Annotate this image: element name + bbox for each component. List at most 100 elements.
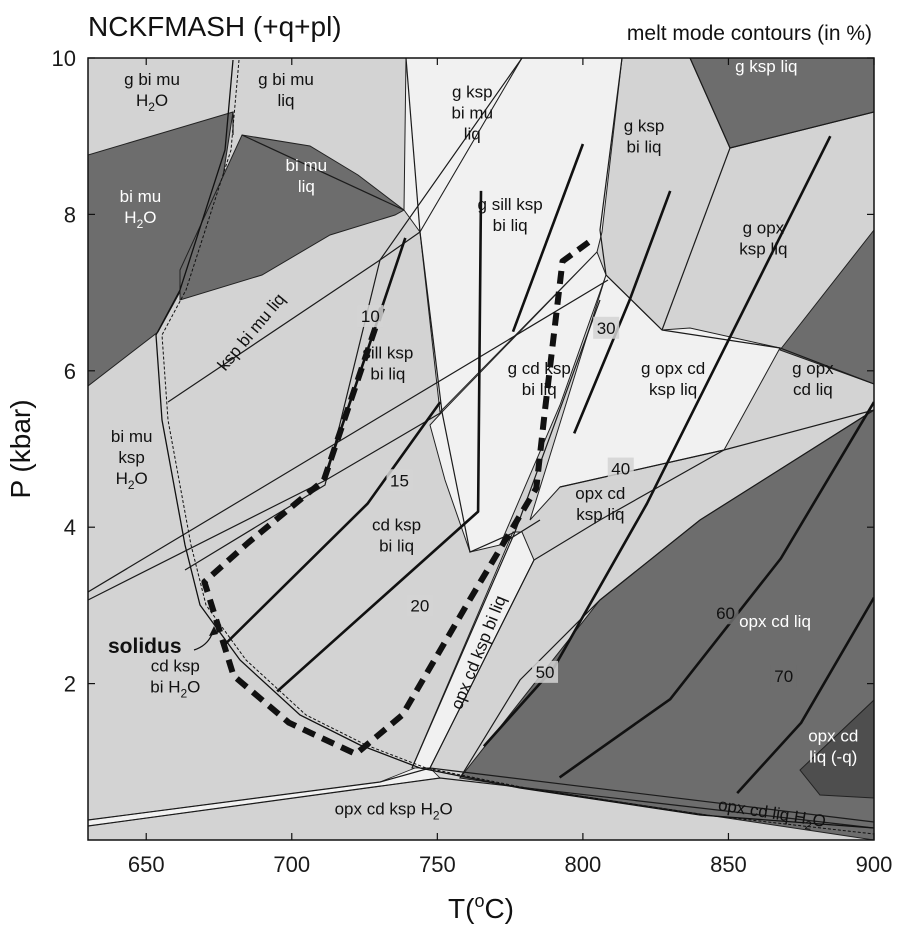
field-label-line: H2O: [136, 91, 168, 114]
field-label: g bi mu liq: [258, 70, 314, 110]
y-tick-label: 4: [64, 515, 76, 540]
contour-label-bg: [607, 457, 634, 480]
contour-label-15: 15: [390, 471, 409, 490]
melt-contour-70: [736, 596, 874, 794]
field-label: g opx ksp liq: [739, 218, 787, 258]
field-label-line: liq: [298, 177, 315, 196]
field-label-line: H2O: [116, 469, 148, 492]
field-label-line: g cd ksp: [508, 359, 571, 378]
solidus-label: solidus: [108, 635, 182, 658]
field-label-line: cd liq: [793, 380, 833, 399]
field-label: bi mu liq: [286, 156, 328, 196]
field-label-line: g opx: [743, 218, 785, 237]
field-label-line: bi mu: [286, 156, 328, 175]
chart-title: NCKFMASH (+q+pl): [88, 11, 342, 42]
y-axis: 2 4 6 8 10: [52, 46, 874, 697]
reaction-lines: [88, 58, 874, 829]
field-label-line: ksp liq: [739, 239, 787, 258]
field-label-line: opx cd: [575, 484, 625, 503]
field-label-line: liq: [277, 91, 294, 110]
field-label-line: liq (-q): [809, 748, 857, 767]
x-axis: 650 700 750 800 850 900: [128, 58, 892, 877]
field-label-line: g ksp liq: [735, 57, 797, 76]
x-axis-label: T(oC): [448, 891, 514, 924]
melt-contour-20: [276, 190, 483, 693]
contour-label-bg: [357, 305, 384, 328]
y-tick-label: 10: [52, 46, 76, 71]
x-tick-label: 850: [710, 852, 747, 877]
field-label: cd ksp bi liq: [372, 516, 421, 556]
field-label-line: liq: [464, 125, 481, 144]
field-label-line: cd ksp: [151, 656, 200, 675]
field-label: opx cd ksp H2O: [335, 800, 453, 823]
y-tick-label: 2: [64, 672, 76, 697]
x-tick-label: 750: [419, 852, 456, 877]
dashed-contour-lines: [201, 235, 597, 757]
x-axis-label-suffix: C): [484, 893, 514, 924]
field-label-line: bi mu: [120, 187, 162, 206]
field-label-line: sill ksp: [362, 343, 413, 362]
contour-label-20: 20: [410, 596, 429, 615]
x-tick-label: 800: [565, 852, 602, 877]
field-label: cd ksp bi H2O: [150, 656, 200, 700]
field-label: bi mu ksp H2O: [111, 427, 153, 492]
field-label: opx cd liq: [739, 612, 811, 631]
y-tick-label: 8: [64, 202, 76, 227]
x-axis-label-superscript: o: [474, 891, 484, 911]
x-tick-label: 900: [856, 852, 893, 877]
field-label-line: g opx: [792, 359, 834, 378]
contour-label-bg: [532, 660, 559, 683]
melt-contour-40: [572, 190, 672, 434]
field-label-line: opx cd ksp H2O: [335, 800, 453, 823]
contour-label-bg: [406, 594, 433, 617]
field-label-line: g bi mu: [124, 70, 180, 89]
field-label-line: opx cd liq: [739, 612, 811, 631]
melt-contour-50: [482, 135, 832, 748]
y-axis-label: P (kbar): [5, 399, 36, 498]
field-label: sill ksp bi liq: [362, 343, 413, 383]
field-label-line: bi liq: [370, 364, 405, 383]
contour-label-60: 60: [716, 604, 735, 623]
field-label-line: ksp liq: [576, 505, 624, 524]
field-label: g cd ksp bi liq: [508, 359, 571, 399]
melt-contour-30: [511, 143, 585, 333]
contour-label-bg: [770, 664, 797, 687]
plot-frame: [87, 57, 875, 841]
melt-contour-15: [223, 401, 442, 646]
x-tick-label: 650: [128, 852, 165, 877]
contour-label-bg: [386, 469, 413, 492]
x-axis-label-prefix: T(: [448, 893, 475, 924]
contour-label-70: 70: [774, 667, 793, 686]
field-label-line: bi mu: [451, 104, 493, 123]
field-label: g sill ksp bi liq: [478, 195, 543, 235]
field-label: g ksp liq: [735, 57, 797, 76]
dashed-contour-0: [201, 235, 597, 757]
field-label-line: g ksp: [624, 117, 665, 136]
field-label-line: H2O: [124, 208, 156, 231]
field-label-line: bi liq: [379, 537, 414, 556]
contour-label-40: 40: [611, 460, 630, 479]
field-label-line: bi liq: [627, 138, 662, 157]
field-label-line: g ksp: [452, 83, 493, 102]
field-label: g opx cd ksp liq: [641, 359, 705, 399]
field-label-line: ksp liq: [649, 380, 697, 399]
contour-labels: 10 15 20 30 40 50 60 70: [357, 305, 797, 687]
field-label: bi mu H2O: [120, 187, 162, 231]
field-label: opx cd ksp liq: [575, 484, 625, 524]
solidus-curve: [155, 59, 874, 835]
solidus-arrowhead: [209, 626, 218, 636]
field-opx-cd-liq-minus-q: [799, 699, 874, 799]
field-label: g ksp bi liq: [624, 117, 665, 157]
field-bi-mu-liq: [179, 134, 405, 301]
contour-label-30: 30: [597, 319, 616, 338]
plot-area: g bi mu H2O g bi mu liq g ksp bi mu liq g ksp bi…: [88, 57, 874, 840]
field-label-line: bi liq: [493, 216, 528, 235]
field-label-line: g bi mu: [258, 70, 314, 89]
melt-contour-60: [558, 401, 874, 779]
field-label-line: opx cd: [808, 727, 858, 746]
field-label-line: bi mu: [111, 427, 153, 446]
chart-subtitle: melt mode contours (in %): [627, 22, 872, 45]
field-label-line: bi liq: [522, 380, 557, 399]
contour-label-bg: [712, 602, 739, 625]
